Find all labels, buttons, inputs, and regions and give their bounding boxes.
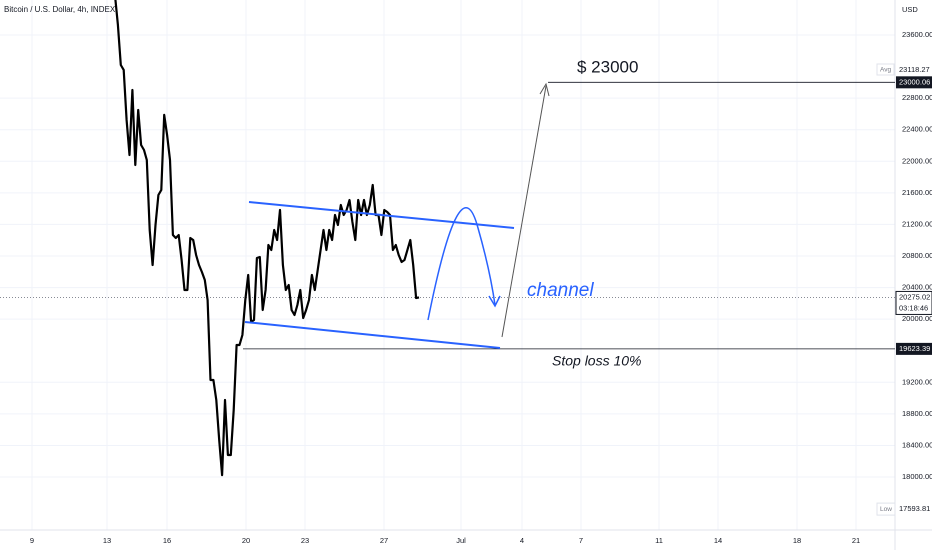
y-tick-label: 18000.00 xyxy=(902,472,932,481)
y-tick-label: 22800.00 xyxy=(902,93,932,102)
last-price-label: 20275.02 xyxy=(899,292,930,301)
y-tick-label: 22400.00 xyxy=(902,125,932,134)
stop-label: 19623.39 xyxy=(899,344,930,353)
avg-tag: Avg xyxy=(880,67,891,74)
x-tick-label: 18 xyxy=(793,536,801,545)
y-tick-label: 18800.00 xyxy=(902,409,932,418)
y-tick-label: 20800.00 xyxy=(902,251,932,260)
x-tick-label: 9 xyxy=(30,536,34,545)
x-tick-label: 14 xyxy=(714,536,722,545)
target-arrow xyxy=(501,85,547,338)
y-tick-label: 23600.00 xyxy=(902,30,932,39)
channel-lower xyxy=(244,321,501,349)
y-tick-label: 20000.00 xyxy=(902,314,932,323)
projection-arrowhead xyxy=(488,295,501,308)
x-tick-label: 7 xyxy=(579,536,583,545)
price-line xyxy=(114,0,420,477)
target-label-box xyxy=(896,76,932,89)
last-price-box xyxy=(895,290,932,315)
x-tick-label: 23 xyxy=(301,536,309,545)
y-tick-label: 18400.00 xyxy=(902,440,932,449)
target-annotation: $ 23000 xyxy=(577,57,638,76)
target-label: 23000.06 xyxy=(899,77,930,86)
avg-label: 23118.27 xyxy=(899,65,930,74)
x-tick-label: 13 xyxy=(103,536,111,545)
low-tag: Low xyxy=(880,506,892,513)
channel-upper xyxy=(248,201,515,229)
chart-title: Bitcoin / U.S. Dollar, 4h, INDEX xyxy=(4,5,116,14)
levels xyxy=(0,81,895,350)
low-tag-box xyxy=(876,502,896,516)
countdown-label: 03:18:46 xyxy=(899,303,928,312)
x-tick-label: Jul xyxy=(456,536,466,545)
x-tick-label: 11 xyxy=(655,536,663,545)
stop-annotation: Stop loss 10% xyxy=(552,353,642,369)
avg-tag-box xyxy=(876,63,895,76)
x-tick-label: 21 xyxy=(852,536,860,545)
low-label: 17593.81 xyxy=(899,504,930,513)
avg-label-box xyxy=(896,63,932,76)
price-tags: 18000.00 18400.00 18800.00 19200.00 20000.00… xyxy=(30,30,932,545)
y-tick-label: 22000.00 xyxy=(902,156,932,165)
y-tick-label: 21200.00 xyxy=(902,219,932,228)
x-tick-label: 4 xyxy=(520,536,524,545)
y-tick-label: 20400.00 xyxy=(902,283,932,292)
x-tick-label: 27 xyxy=(380,536,388,545)
y-tick-label: 21600.00 xyxy=(902,188,932,197)
projection-arc xyxy=(427,207,496,321)
x-tick-label: 20 xyxy=(242,536,250,545)
series xyxy=(114,0,420,477)
x-tick-label: 16 xyxy=(163,536,171,545)
y-tick-label: 19200.00 xyxy=(902,377,932,386)
currency: USD xyxy=(902,5,918,14)
target-arrowhead xyxy=(539,82,550,97)
channel-annotation: channel xyxy=(527,280,594,301)
stop-label-box xyxy=(896,342,932,355)
